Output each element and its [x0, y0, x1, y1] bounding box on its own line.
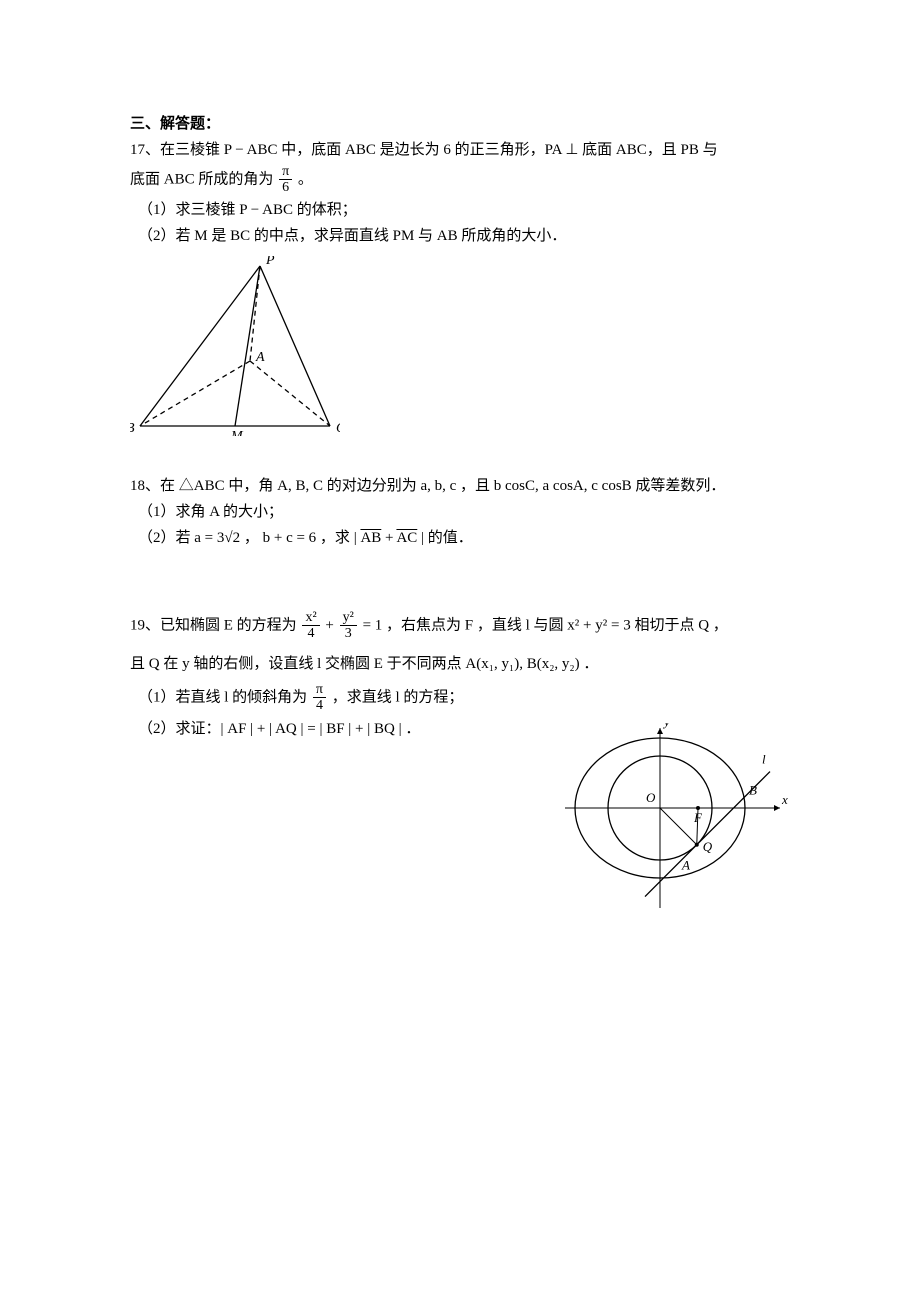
- q18-stem: 在 △ABC 中，角 A, B, C 的对边分别为 a, b, c ，且 b c…: [160, 478, 725, 494]
- q17-angle-fraction: π 6: [279, 164, 292, 196]
- q17-stem-b-tail: 。: [298, 171, 313, 187]
- q19-p1-a: （1）若直线 l 的倾斜角为: [138, 689, 307, 705]
- question-19: 19、已知椭圆 E 的方程为 x² 4 + y² 3 = 1 ，右焦点为 F ，…: [130, 610, 790, 952]
- q18-p2-b: ， b + c = 6 ，求: [240, 530, 354, 546]
- svg-text:x: x: [781, 792, 788, 807]
- svg-text:A: A: [681, 858, 690, 873]
- fraction-denominator: 4: [313, 698, 326, 713]
- svg-text:B: B: [749, 783, 757, 798]
- q19-p1-b: ，求直线 l 的方程；: [332, 689, 464, 705]
- q17-stem-b: 底面 ABC 所成的角为: [130, 171, 273, 187]
- svg-text:P: P: [265, 256, 275, 268]
- question-18: 18、在 △ABC 中，角 A, B, C 的对边分别为 a, b, c ，且 …: [130, 474, 790, 550]
- q17-stem-a: 在三棱锥 P − ABC 中，底面 ABC 是边长为 6 的正三角形，PA ⊥ …: [160, 142, 718, 158]
- q19-p1-frac: π 4: [313, 682, 326, 714]
- svg-text:M: M: [230, 429, 244, 436]
- fraction-numerator: x²: [302, 610, 319, 626]
- svg-text:O: O: [646, 790, 656, 805]
- fraction-numerator: y²: [340, 610, 357, 626]
- q19-frac1: x² 4: [302, 610, 319, 642]
- section-title: 三、解答题：: [130, 112, 790, 136]
- q18-part2: （2）若 a = 3√2 ， b + c = 6 ，求 | AB + AC | …: [130, 526, 790, 550]
- q18-part1: （1）求角 A 的大小；: [130, 500, 790, 524]
- svg-text:A: A: [255, 350, 265, 365]
- fraction-denominator: 6: [279, 180, 292, 195]
- q19-stem-b: 且 Q 在 y 轴的右侧，设直线 l 交椭圆 E 于不同两点 A(x₁, y₁)…: [130, 652, 790, 676]
- svg-text:C: C: [336, 421, 340, 436]
- q19-number: 19、: [130, 617, 160, 633]
- page: 三、解答题： 17、在三棱锥 P − ABC 中，底面 ABC 是边长为 6 的…: [0, 0, 920, 1302]
- svg-text:l: l: [762, 752, 766, 767]
- fraction-denominator: 3: [340, 626, 357, 641]
- q17-svg: P A B C M: [130, 256, 340, 436]
- q17-part2: （2）若 M 是 BC 的中点，求异面直线 PM 与 AB 所成角的大小．: [130, 224, 790, 248]
- svg-text:F: F: [693, 810, 703, 825]
- sqrt-icon: √2: [224, 530, 240, 546]
- fraction-numerator: π: [313, 682, 326, 698]
- q17-figure: P A B C M: [130, 256, 790, 444]
- q19-stem-a-pre: 已知椭圆 E 的方程为: [160, 617, 297, 633]
- q17-number: 17、: [130, 142, 160, 158]
- question-17: 17、在三棱锥 P − ABC 中，底面 ABC 是边长为 6 的正三角形，PA…: [130, 138, 790, 444]
- plus-sign: +: [325, 617, 333, 633]
- fraction-numerator: π: [279, 164, 292, 180]
- q19-svg: y x O FQA Bl: [560, 723, 790, 923]
- q17-part1: （1）求三棱锥 P − ABC 的体积；: [130, 198, 790, 222]
- q18-p2-a: （2）若 a = 3: [138, 530, 224, 546]
- svg-text:B: B: [130, 421, 135, 436]
- q19-part2: （2）求证：| AF | + | AQ | = | BF | + | BQ | …: [130, 717, 540, 741]
- q19-figure: y x O FQA Bl: [560, 723, 790, 931]
- svg-text:Q: Q: [703, 839, 713, 854]
- q19-frac2: y² 3: [340, 610, 357, 642]
- q18-number: 18、: [130, 478, 160, 494]
- q19-stem-a-post: = 1 ，右焦点为 F ，直线 l 与圆 x² + y² = 3 相切于点 Q …: [363, 617, 728, 633]
- fraction-denominator: 4: [302, 626, 319, 641]
- svg-text:y: y: [662, 723, 670, 729]
- q18-vector-sum: | AB + AC |: [354, 530, 424, 546]
- q18-p2-tail: 的值．: [424, 530, 473, 546]
